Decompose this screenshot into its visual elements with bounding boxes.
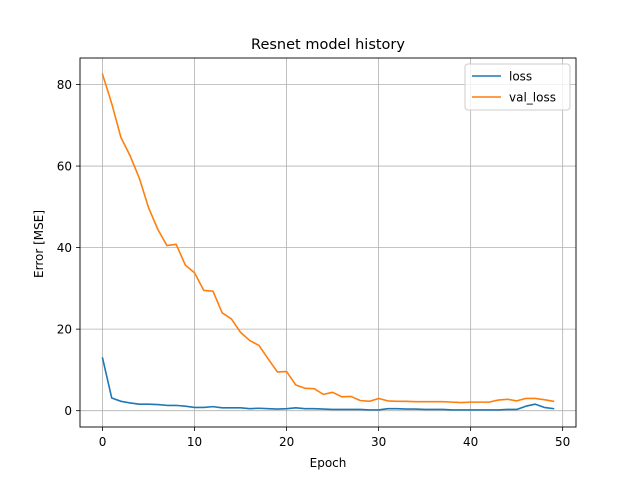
x-tick-label: 10	[187, 435, 202, 449]
y-axis-label: Error [MSE]	[32, 210, 46, 278]
plot-frame	[79, 57, 577, 428]
x-tick-label: 0	[99, 435, 107, 449]
y-tick-label: 40	[57, 241, 72, 255]
series-layer	[101, 73, 555, 411]
x-tick-label: 50	[555, 435, 570, 449]
x-axis-label: Epoch	[310, 456, 347, 470]
legend-label-val-loss: val_loss	[509, 91, 556, 105]
x-tick-label: 30	[371, 435, 386, 449]
y-tick-label: 0	[64, 404, 72, 418]
legend-label-loss: loss	[509, 70, 532, 84]
series-line-loss	[101, 357, 555, 411]
y-tick-label: 60	[57, 160, 72, 174]
axis-ticks: 0 10 20 30 40 50 0 20 40 60 80	[57, 78, 571, 449]
legend: loss val_loss	[464, 63, 571, 111]
y-tick-label: 20	[57, 323, 72, 337]
chart-title: Resnet model history	[251, 37, 405, 53]
series-line-val-loss	[101, 73, 555, 404]
x-tick-label: 20	[279, 435, 294, 449]
x-tick-label: 40	[463, 435, 478, 449]
y-tick-label: 80	[57, 78, 72, 92]
